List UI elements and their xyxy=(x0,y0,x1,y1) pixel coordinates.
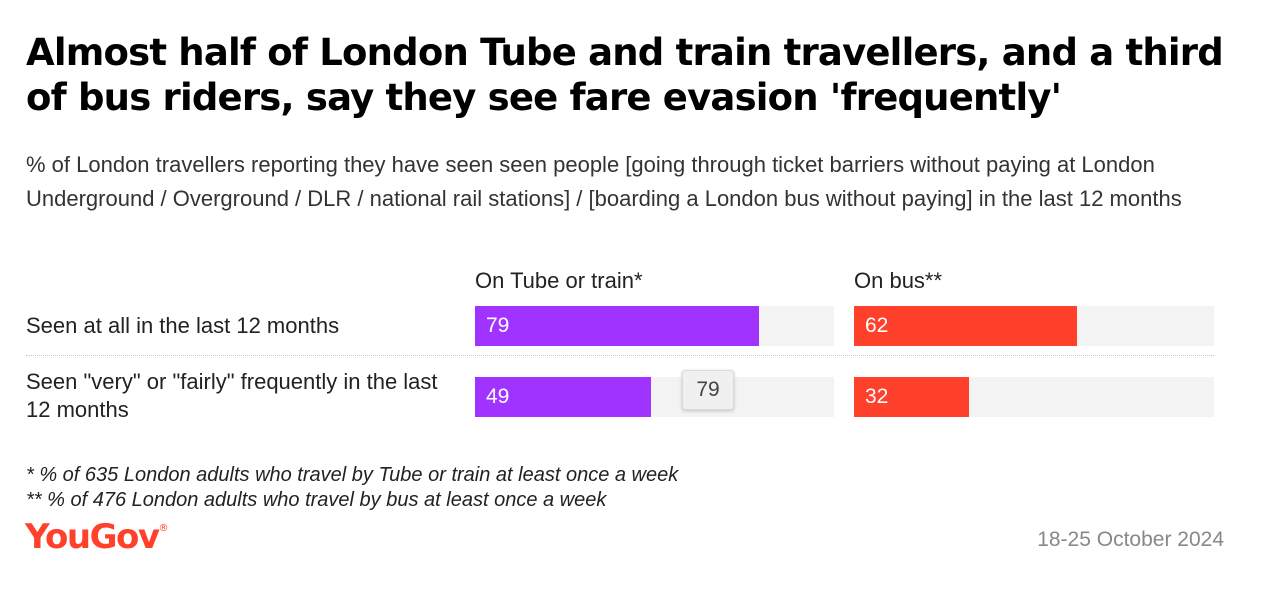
bar-label-bus-seen-frequently: 32 xyxy=(865,385,889,408)
registered-mark: ® xyxy=(158,523,169,534)
bar-track-bus-row2: 32 xyxy=(854,377,1214,417)
bar-track-bus-row1: 62 xyxy=(854,306,1214,346)
bar-label-tube-seen-frequently: 49 xyxy=(486,385,510,408)
bar-label-tube-seen-at-all: 79 xyxy=(486,314,510,337)
bar-track-tube-row1: 79 xyxy=(475,306,834,346)
column-header-tube: On Tube or train* xyxy=(475,268,643,293)
row-label-seen-frequently: Seen "very" or "fairly" frequently in th… xyxy=(26,369,438,422)
survey-date: 18-25 October 2024 xyxy=(1037,528,1224,551)
bar-tube-seen-at-all[interactable] xyxy=(475,306,759,346)
footnote-tube: * % of 635 London adults who travel by T… xyxy=(26,464,679,486)
chart-subtitle: % of London travellers reporting they ha… xyxy=(26,152,1182,211)
bar-track-tube-row2: 49 xyxy=(475,377,834,417)
row-divider xyxy=(26,355,1214,356)
footnote-bus: ** % of 476 London adults who travel by … xyxy=(26,489,607,511)
bar-tube-seen-frequently[interactable] xyxy=(475,377,651,417)
chart-title: Almost half of London Tube and train tra… xyxy=(26,31,1224,119)
bar-bus-seen-frequently[interactable] xyxy=(854,377,970,417)
yougov-logo[interactable]: YouGov® xyxy=(25,517,169,557)
hover-tooltip: 79 xyxy=(682,370,734,410)
row-label-seen-at-all: Seen at all in the last 12 months xyxy=(26,313,340,338)
bar-bus-seen-at-all[interactable] xyxy=(854,306,1078,346)
logo-text: YouGov xyxy=(25,517,160,557)
column-header-bus: On bus** xyxy=(854,268,943,293)
bar-label-bus-seen-at-all: 62 xyxy=(865,314,889,337)
